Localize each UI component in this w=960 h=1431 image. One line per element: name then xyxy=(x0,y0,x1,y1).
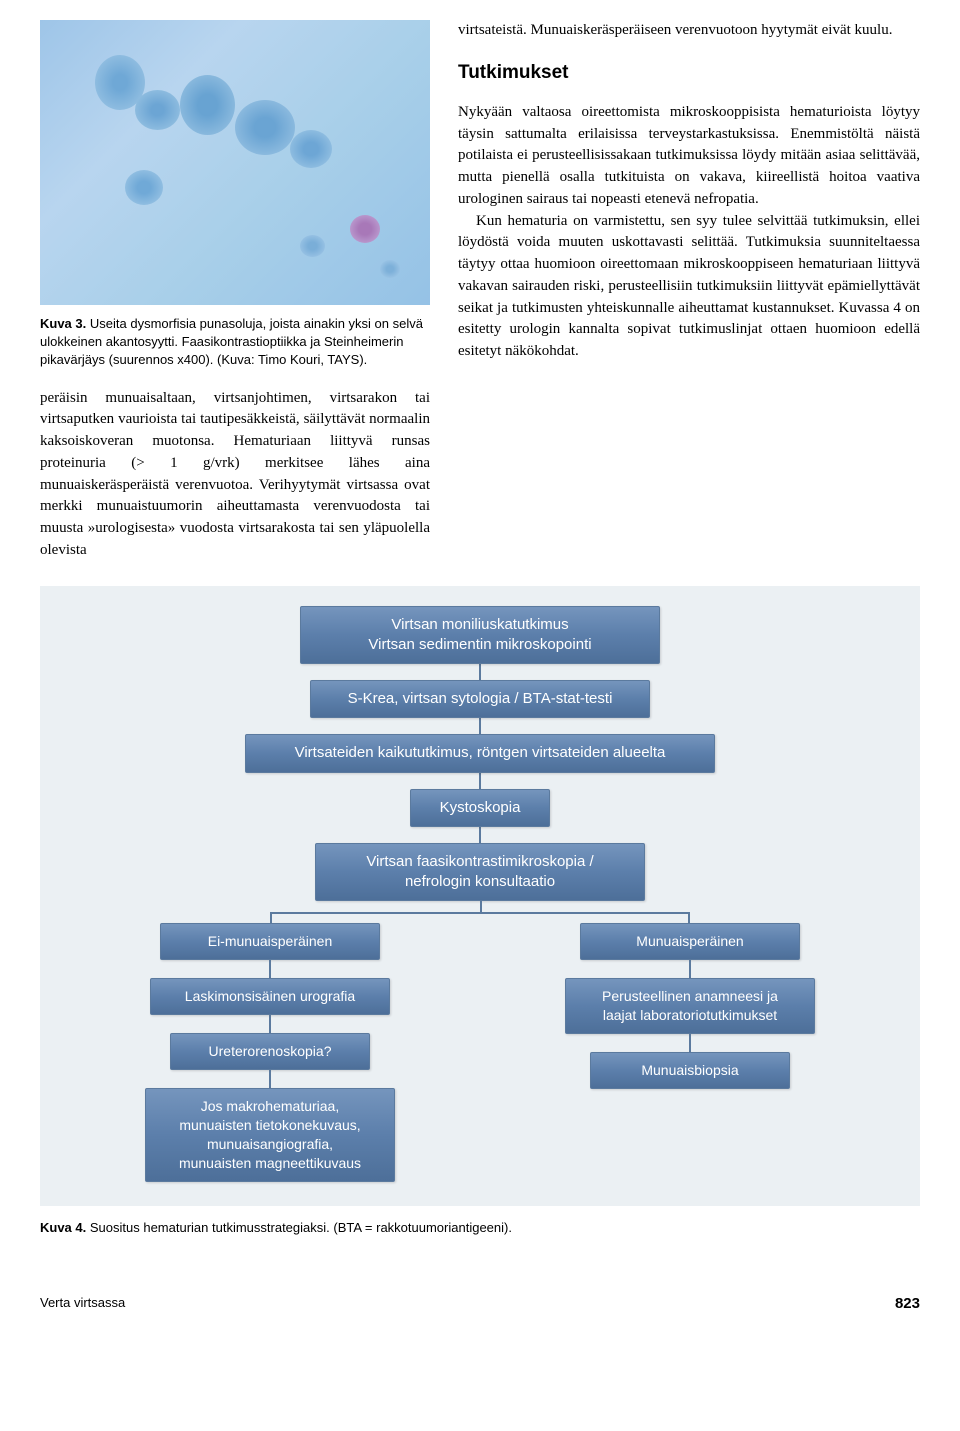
flow-right-2-l1: Perusteellinen anamneesi ja xyxy=(602,988,778,1004)
flow-node-5-line1: Virtsan faasikontrastimikroskopia / xyxy=(366,853,593,870)
flow-node-1-line2: Virtsan sedimentin mikroskopointi xyxy=(368,636,591,653)
flow-left-4-l3: munuaisangiografia, xyxy=(207,1136,333,1152)
two-column-text: Kuva 3. Useita dysmorfisia punasoluja, j… xyxy=(40,20,920,562)
right-paragraph-2: Kun hematuria on varmistettu, sen syy tu… xyxy=(458,211,920,363)
flow-left-4-l4: munuaisten magneettikuvaus xyxy=(179,1155,361,1171)
flow-node-2: S-Krea, virtsan sytologia / BTA-stat-tes… xyxy=(310,680,650,718)
figure3-image xyxy=(40,20,430,305)
figure4-caption: Kuva 4. Suositus hematurian tutkimusstra… xyxy=(40,1220,920,1235)
flow-left-3: Ureterorenoskopia? xyxy=(170,1033,370,1070)
flow-right-2-l2: laajat laboratoriotutkimukset xyxy=(603,1007,777,1023)
flow-node-1-line1: Virtsan moniliuskatutkimus xyxy=(391,616,568,633)
flow-node-5-line2: nefrologin konsultaatio xyxy=(405,873,555,890)
flow-node-4: Kystoskopia xyxy=(410,789,550,827)
figure4-caption-text: Suositus hematurian tutkimusstrategiaksi… xyxy=(90,1220,512,1235)
right-paragraph-1: Nykyään valtaosa oireettomista mikroskoo… xyxy=(458,102,920,211)
footer-page-number: 823 xyxy=(895,1295,920,1312)
left-column: Kuva 3. Useita dysmorfisia punasoluja, j… xyxy=(40,20,430,562)
flow-left-2: Laskimonsisäinen urografia xyxy=(150,978,390,1015)
flow-split-connector xyxy=(60,901,900,923)
flow-left-4: Jos makrohematuriaa, munuaisten tietokon… xyxy=(145,1088,395,1182)
flow-left-branch: Ei-munuaisperäinen Laskimonsisäinen urog… xyxy=(120,923,420,1181)
left-body-paragraph: peräisin munuaisaltaan, virtsanjohtimen,… xyxy=(40,388,430,562)
page-footer: Verta virtsassa 823 xyxy=(40,1295,920,1312)
flow-right-3: Munuaisbiopsia xyxy=(590,1052,790,1089)
section-heading: Tutkimukset xyxy=(458,62,920,84)
flow-right-1: Munuaisperäinen xyxy=(580,923,800,960)
footer-title: Verta virtsassa xyxy=(40,1295,125,1312)
flow-left-1: Ei-munuaisperäinen xyxy=(160,923,380,960)
flow-left-4-l2: munuaisten tietokonekuvaus, xyxy=(179,1117,360,1133)
figure4-label: Kuva 4. xyxy=(40,1220,86,1235)
figure3-caption: Kuva 3. Useita dysmorfisia punasoluja, j… xyxy=(40,315,430,370)
right-intro-text: virtsateistä. Munuaiskeräsperäiseen vere… xyxy=(458,20,920,42)
flow-left-4-l1: Jos makrohematuriaa, xyxy=(201,1098,340,1114)
flow-node-1: Virtsan moniliuskatutkimus Virtsan sedim… xyxy=(300,606,660,665)
flow-branches: Ei-munuaisperäinen Laskimonsisäinen urog… xyxy=(60,923,900,1181)
right-column: virtsateistä. Munuaiskeräsperäiseen vere… xyxy=(458,20,920,562)
flow-right-branch: Munuaisperäinen Perusteellinen anamneesi… xyxy=(540,923,840,1181)
figure3-label: Kuva 3. xyxy=(40,316,86,331)
flow-right-2: Perusteellinen anamneesi ja laajat labor… xyxy=(565,978,815,1034)
figure3-caption-text: Useita dysmorfisia punasoluja, joista ai… xyxy=(40,316,423,367)
figure4-flowchart: Virtsan moniliuskatutkimus Virtsan sedim… xyxy=(40,586,920,1206)
flow-node-5: Virtsan faasikontrastimikroskopia / nefr… xyxy=(315,843,645,902)
flow-node-3: Virtsateiden kaikututkimus, röntgen virt… xyxy=(245,734,715,772)
